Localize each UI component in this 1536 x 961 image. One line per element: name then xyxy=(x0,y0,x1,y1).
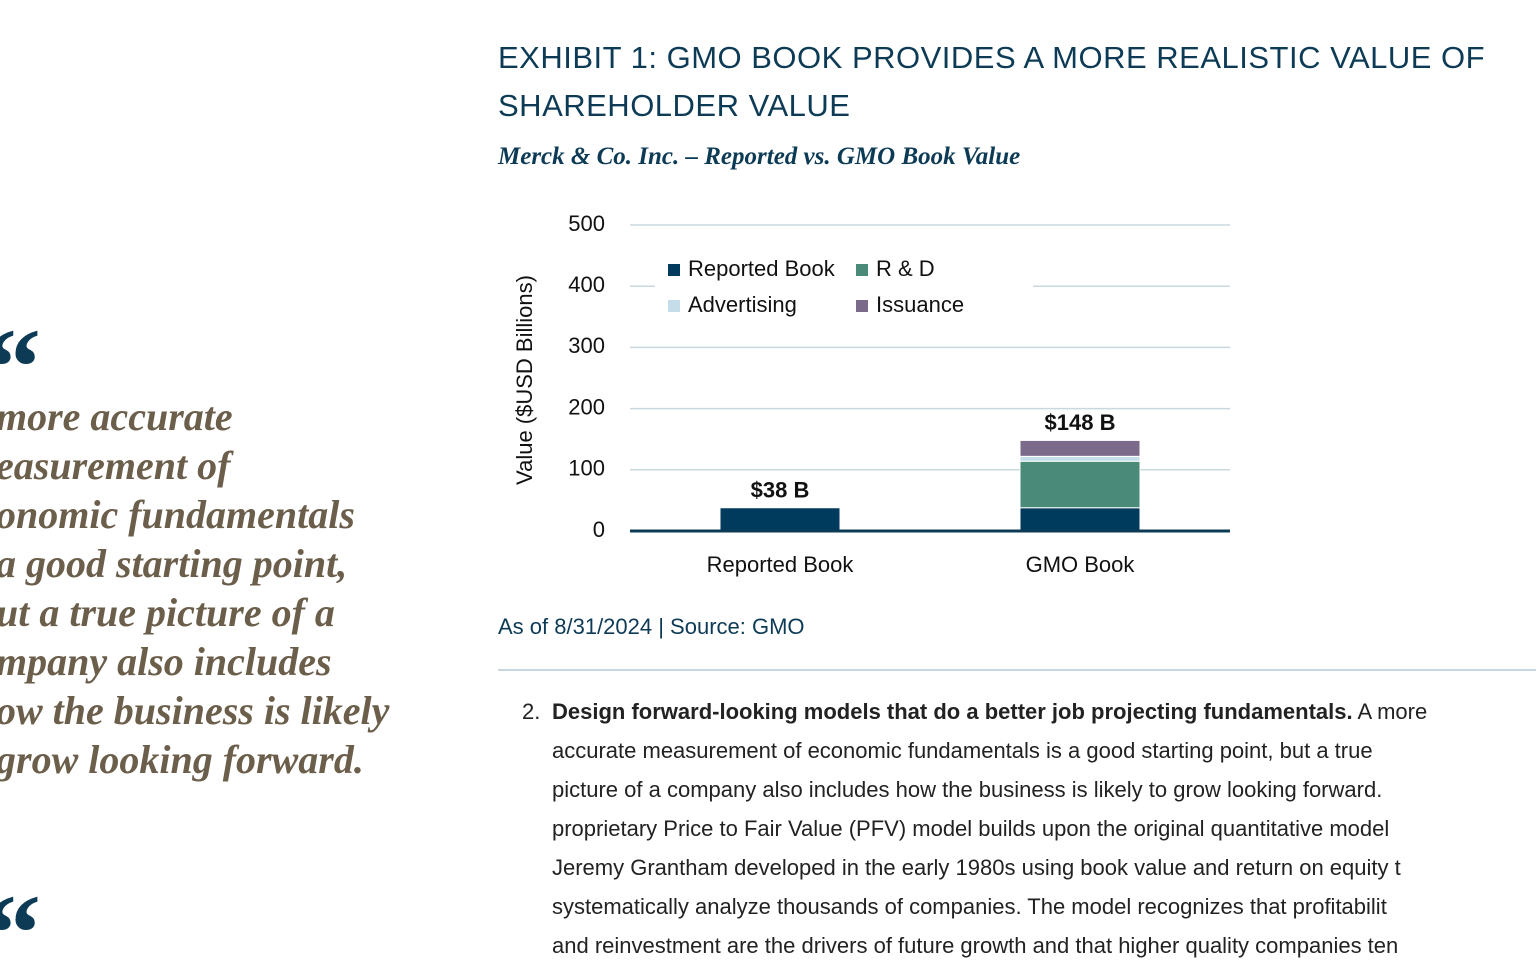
x-tick-label: GMO Book xyxy=(1026,552,1136,577)
legend-label: Reported Book xyxy=(688,256,836,281)
quote-line: ow the business is likely xyxy=(0,688,390,733)
source: As of 8/31/2024 | Source: GMO xyxy=(498,614,805,639)
text: picture of a company also includes how t… xyxy=(552,777,1383,802)
exhibit-title: EXHIBIT 1: GMO BOOK PROVIDES A MORE REAL… xyxy=(498,34,1485,130)
y-tick-label: 400 xyxy=(568,272,605,297)
quote-line: ut a true picture of a xyxy=(0,590,335,635)
text: Jeremy Grantham developed in the early 1… xyxy=(552,855,1401,880)
total-label: $148 B xyxy=(1045,410,1116,435)
divider xyxy=(498,669,1536,671)
quote-line: a good starting point, xyxy=(0,541,348,586)
y-tick-label: 300 xyxy=(568,333,605,358)
quote-line: more accurate xyxy=(0,394,233,439)
quote-line: mpany also includes xyxy=(0,639,332,684)
legend-swatch xyxy=(856,300,868,312)
legend-swatch xyxy=(856,264,868,276)
text-line: and reinvestment are the drivers of futu… xyxy=(552,926,1427,961)
legend-swatch xyxy=(668,264,680,276)
total-label: $38 B xyxy=(751,478,810,503)
quote-line: onomic fundamentals xyxy=(0,492,355,537)
quote-mark: “ xyxy=(0,312,41,422)
legend-label: R & D xyxy=(876,256,935,281)
bar-segment xyxy=(1019,507,1141,532)
legend-background xyxy=(655,252,1033,328)
quote-mark: “ xyxy=(0,878,41,961)
quote-line: grow looking forward. xyxy=(0,737,364,782)
text-line: accurate measurement of economic fundame… xyxy=(552,731,1427,770)
bar-segment xyxy=(1019,439,1141,457)
text: systematically analyze thousands of comp… xyxy=(552,894,1387,919)
chart-title: Merck & Co. Inc. – Reported vs. GMO Book… xyxy=(498,143,1021,170)
x-tick-label: Reported Book xyxy=(707,552,855,577)
pull-quote: more accurate easurement of onomic fundame… xyxy=(0,392,389,784)
text-line: picture of a company also includes how t… xyxy=(552,770,1427,809)
legend-swatch xyxy=(668,300,680,312)
text: and reinvestment are the drivers of futu… xyxy=(552,933,1399,958)
list-number: 2. xyxy=(522,699,541,724)
quote-line: easurement of xyxy=(0,443,231,488)
bar-segment xyxy=(1019,455,1141,462)
text: accurate measurement of economic fundame… xyxy=(552,738,1373,763)
y-tick-label: 100 xyxy=(568,456,605,481)
y-axis-label: Value ($USD Billions) xyxy=(512,275,537,485)
text-line: Jeremy Grantham developed in the early 1… xyxy=(552,848,1427,887)
legend-label: Advertising xyxy=(688,292,797,317)
bold-lead: Design forward-looking models that do a … xyxy=(552,699,1353,724)
title-line: SHAREHOLDER VALUE xyxy=(498,88,851,123)
bar-segment xyxy=(1019,460,1141,509)
bar-segment xyxy=(719,507,841,532)
list-text: Design forward-looking models that do a … xyxy=(552,692,1427,961)
y-tick-label: 500 xyxy=(568,211,605,236)
text-line: systematically analyze thousands of comp… xyxy=(552,887,1427,926)
text-line: proprietary Price to Fair Value (PFV) mo… xyxy=(552,809,1427,848)
legend-label: Issuance xyxy=(876,292,964,317)
text: A more xyxy=(1357,699,1428,724)
text: proprietary Price to Fair Value (PFV) mo… xyxy=(552,816,1390,841)
text-line: Design forward-looking models that do a … xyxy=(552,692,1427,731)
y-tick-label: 0 xyxy=(593,517,605,542)
y-tick-label: 200 xyxy=(568,394,605,419)
title-line: EXHIBIT 1: GMO BOOK PROVIDES A MORE REAL… xyxy=(498,40,1486,75)
